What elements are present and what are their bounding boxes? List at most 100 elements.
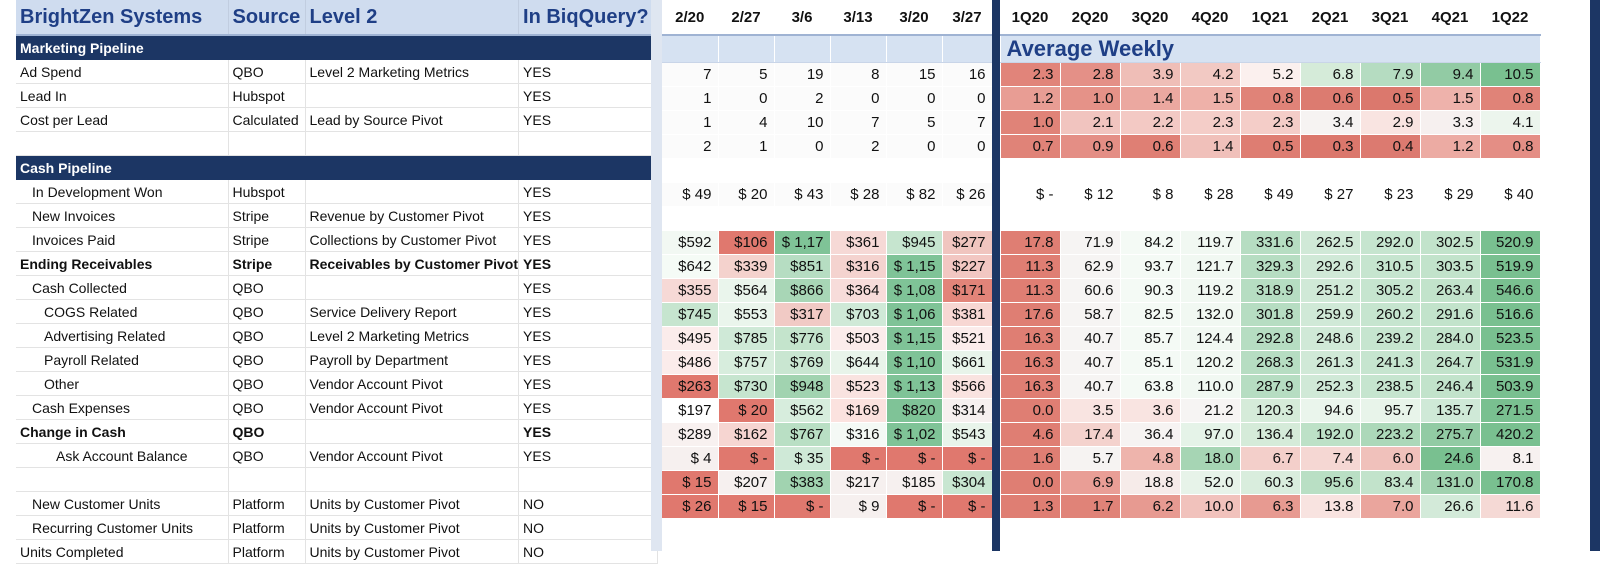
metric-name-cell[interactable]: Payroll Related <box>16 347 229 372</box>
quarter-average-cell[interactable]: 9.4 <box>1420 62 1481 87</box>
quarter-average-cell[interactable] <box>1360 158 1421 183</box>
quarter-average-cell[interactable]: $ 49 <box>1240 182 1301 207</box>
quarter-average-cell[interactable]: 223.2 <box>1360 422 1421 447</box>
quarter-average-cell[interactable]: 420.2 <box>1480 422 1541 447</box>
quarter-average-cell[interactable]: 3.3 <box>1420 110 1481 135</box>
weekly-value-cell[interactable] <box>942 206 993 231</box>
metric-name-cell[interactable]: Cash Collected <box>16 275 229 300</box>
weekly-value-cell[interactable]: 0 <box>718 86 775 111</box>
level2-cell[interactable]: Level 2 Marketing Metrics <box>305 323 520 348</box>
quarter-average-cell[interactable]: 90.3 <box>1120 278 1181 303</box>
weekly-value-cell[interactable]: $277 <box>942 230 993 255</box>
in-bigquery-cell[interactable]: YES <box>518 83 659 108</box>
section-title[interactable]: Cash Pipeline <box>16 155 229 180</box>
quarter-average-cell[interactable]: 268.3 <box>1240 350 1301 375</box>
metric-name-cell[interactable]: Change in Cash <box>16 419 229 444</box>
quarter-average-cell[interactable]: 284.0 <box>1420 326 1481 351</box>
quarter-average-cell[interactable]: 7.0 <box>1360 494 1421 519</box>
in-bigquery-cell[interactable] <box>518 131 659 156</box>
source-cell[interactable] <box>228 467 306 492</box>
metric-name-cell[interactable] <box>16 131 229 156</box>
weekly-value-cell[interactable]: 5 <box>718 62 775 87</box>
source-cell[interactable]: Calculated <box>228 107 306 132</box>
quarter-average-cell[interactable]: 84.2 <box>1120 230 1181 255</box>
weekly-value-cell[interactable]: $227 <box>942 254 993 279</box>
weekly-value-cell[interactable]: $ - <box>942 494 993 519</box>
quarter-average-cell[interactable] <box>1120 158 1181 183</box>
level2-cell[interactable]: Level 2 Marketing Metrics <box>305 59 520 84</box>
quarter-average-cell[interactable]: 0.9 <box>1060 134 1121 159</box>
level2-cell[interactable] <box>305 275 520 300</box>
weekly-value-cell[interactable]: $703 <box>830 302 887 327</box>
source-cell[interactable]: QBO <box>228 371 306 396</box>
quarter-header[interactable]: 1Q20 <box>1000 0 1061 36</box>
weekly-value-cell[interactable]: $171 <box>942 278 993 303</box>
quarter-average-cell[interactable]: 1.2 <box>1420 134 1481 159</box>
quarter-average-cell[interactable]: 58.7 <box>1060 302 1121 327</box>
quarter-average-cell[interactable]: 259.9 <box>1300 302 1361 327</box>
week-blank-cell[interactable] <box>718 35 775 63</box>
quarter-average-cell[interactable]: $ 27 <box>1300 182 1361 207</box>
quarter-average-cell[interactable]: 6.0 <box>1360 446 1421 471</box>
source-cell[interactable]: QBO <box>228 323 306 348</box>
weekly-value-cell[interactable]: $ 28 <box>830 182 887 207</box>
quarter-average-cell[interactable]: 1.3 <box>1000 494 1061 519</box>
weekly-value-cell[interactable]: 1 <box>662 110 719 135</box>
weekly-value-cell[interactable]: $562 <box>774 398 831 423</box>
weekly-value-cell[interactable]: $ 26 <box>942 182 993 207</box>
quarter-average-cell[interactable]: 8.1 <box>1480 446 1541 471</box>
weekly-value-cell[interactable]: $317 <box>774 302 831 327</box>
quarter-average-cell[interactable]: 4.6 <box>1000 422 1061 447</box>
quarter-average-cell[interactable]: 531.9 <box>1480 350 1541 375</box>
in-bigquery-cell[interactable]: NO <box>518 491 659 516</box>
metric-name-cell[interactable]: COGS Related <box>16 299 229 324</box>
quarter-average-cell[interactable]: 119.7 <box>1180 230 1241 255</box>
column-header[interactable]: In BiqQuery? <box>518 0 659 36</box>
weekly-value-cell[interactable]: $361 <box>830 230 887 255</box>
quarter-average-cell[interactable]: 302.5 <box>1420 230 1481 255</box>
quarter-average-cell[interactable]: 16.3 <box>1000 374 1061 399</box>
weekly-value-cell[interactable]: $ 1,06 <box>886 302 943 327</box>
metric-name-cell[interactable]: Cash Expenses <box>16 395 229 420</box>
weekly-value-cell[interactable]: $757 <box>718 350 775 375</box>
week-blank-cell[interactable] <box>830 35 887 63</box>
metric-name-cell[interactable]: New Customer Units <box>16 491 229 516</box>
quarter-average-cell[interactable]: 303.5 <box>1420 254 1481 279</box>
quarter-average-cell[interactable]: 94.6 <box>1300 398 1361 423</box>
weekly-value-cell[interactable] <box>662 206 719 231</box>
weekly-value-cell[interactable]: 4 <box>718 110 775 135</box>
column-header[interactable]: BrightZen Systems <box>16 0 229 36</box>
quarter-average-cell[interactable]: 36.4 <box>1120 422 1181 447</box>
weekly-value-cell[interactable]: 7 <box>830 110 887 135</box>
weekly-value-cell[interactable]: $ - <box>886 446 943 471</box>
weekly-value-cell[interactable]: $217 <box>830 470 887 495</box>
weekly-value-cell[interactable]: $ 43 <box>774 182 831 207</box>
quarter-average-cell[interactable]: 252.3 <box>1300 374 1361 399</box>
level2-cell[interactable]: Service Delivery Report <box>305 299 520 324</box>
level2-cell[interactable]: Payroll by Department <box>305 347 520 372</box>
quarter-average-cell[interactable]: 0.0 <box>1000 470 1061 495</box>
quarter-header[interactable]: 1Q22 <box>1480 0 1541 36</box>
quarter-average-cell[interactable]: 261.3 <box>1300 350 1361 375</box>
quarter-average-cell[interactable]: 291.6 <box>1420 302 1481 327</box>
weekly-value-cell[interactable]: $ - <box>774 494 831 519</box>
week-header[interactable]: 3/27 <box>942 0 993 36</box>
weekly-value-cell[interactable]: $207 <box>718 470 775 495</box>
in-bigquery-cell[interactable]: YES <box>518 419 659 444</box>
weekly-value-cell[interactable]: 10 <box>774 110 831 135</box>
quarter-average-cell[interactable]: 2.2 <box>1120 110 1181 135</box>
quarter-average-cell[interactable]: 0.5 <box>1360 86 1421 111</box>
weekly-value-cell[interactable]: $ - <box>886 494 943 519</box>
quarter-average-cell[interactable]: 241.3 <box>1360 350 1421 375</box>
weekly-value-cell[interactable]: $592 <box>662 230 719 255</box>
quarter-average-cell[interactable]: 6.3 <box>1240 494 1301 519</box>
quarter-average-cell[interactable]: 93.7 <box>1120 254 1181 279</box>
quarter-average-cell[interactable]: 136.4 <box>1240 422 1301 447</box>
quarter-average-cell[interactable]: 17.8 <box>1000 230 1061 255</box>
weekly-value-cell[interactable]: $355 <box>662 278 719 303</box>
quarter-average-cell[interactable]: 5.2 <box>1240 62 1301 87</box>
level2-cell[interactable]: Revenue by Customer Pivot <box>305 203 520 228</box>
weekly-value-cell[interactable]: $644 <box>830 350 887 375</box>
in-bigquery-cell[interactable]: YES <box>518 443 659 468</box>
weekly-value-cell[interactable]: $642 <box>662 254 719 279</box>
